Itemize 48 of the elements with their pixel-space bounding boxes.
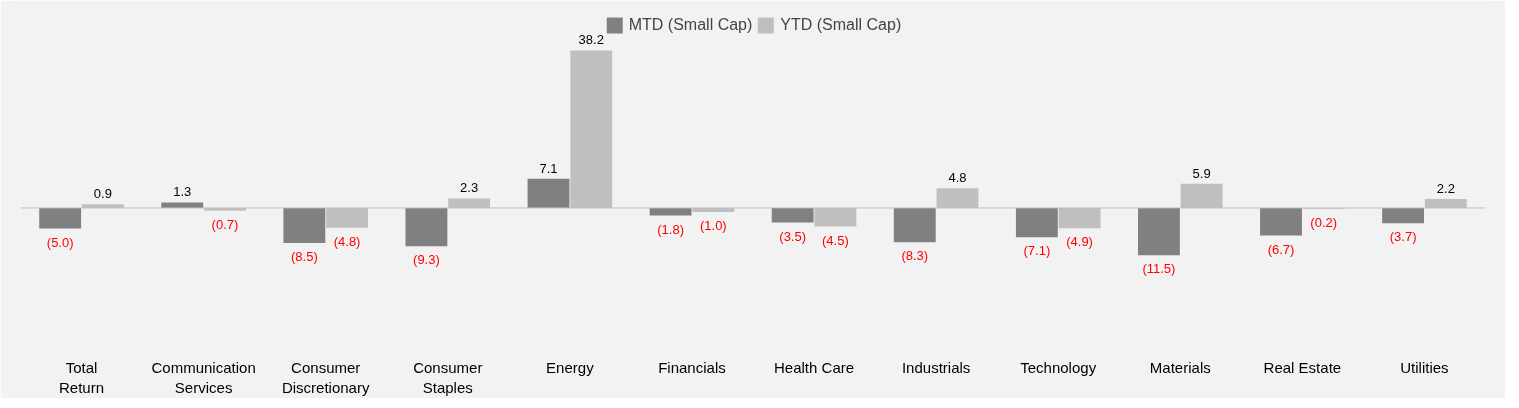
data-label: (5.0)	[46, 234, 74, 250]
data-label: 2.3	[460, 180, 479, 196]
x-tick-label: Technology	[1020, 358, 1097, 376]
bar	[39, 207, 82, 229]
x-tick-label: Consumer Staples	[413, 358, 483, 396]
x-tick-label: Financials	[658, 358, 726, 376]
data-label: (4.8)	[333, 233, 361, 249]
legend-label: YTD (Small Cap)	[780, 16, 902, 34]
data-label: 5.9	[1192, 165, 1211, 181]
data-label: (1.0)	[699, 218, 727, 234]
data-label: 1.3	[173, 184, 192, 200]
x-tick-label: Real Estate	[1263, 358, 1342, 376]
data-label: (1.8)	[657, 221, 684, 237]
data-label: 38.2	[578, 32, 604, 48]
data-label: 0.9	[93, 186, 112, 202]
data-label: (6.7)	[1267, 241, 1295, 257]
legend-label: MTD (Small Cap)	[628, 16, 753, 34]
data-label: (8.5)	[290, 249, 318, 265]
data-label: (4.9)	[1066, 234, 1093, 250]
x-tick-label: Consumer Discretionary	[281, 358, 370, 396]
data-label: 2.2	[1436, 180, 1455, 196]
x-tick-label: Utilities	[1400, 358, 1449, 376]
data-label: 4.8	[948, 170, 967, 186]
data-label: (0.7)	[211, 216, 239, 232]
data-label: (9.3)	[413, 252, 440, 268]
data-label: (4.5)	[822, 232, 849, 248]
bar	[283, 207, 326, 243]
data-label: (0.2)	[1310, 214, 1338, 230]
bar	[1015, 207, 1058, 238]
bar	[771, 207, 814, 223]
bar	[893, 207, 936, 243]
data-label: (11.5)	[1142, 261, 1176, 277]
bar	[1382, 207, 1425, 224]
bar	[405, 207, 448, 247]
x-tick-label: Energy	[546, 358, 595, 376]
x-tick-label: Industrials	[901, 358, 971, 376]
data-label: (7.1)	[1023, 243, 1051, 259]
data-label: (3.5)	[779, 228, 807, 244]
x-tick-label: Communication Services	[151, 358, 256, 396]
data-label: 7.1	[539, 160, 558, 176]
bar	[1260, 207, 1302, 236]
bar	[1137, 207, 1180, 256]
x-tick-label: Total Return	[59, 358, 105, 396]
x-tick-label: Health Care	[774, 358, 855, 376]
x-tick-label: Materials	[1149, 358, 1211, 376]
data-label: (3.7)	[1389, 229, 1417, 245]
bar	[527, 178, 570, 208]
data-label: (8.3)	[901, 248, 929, 264]
